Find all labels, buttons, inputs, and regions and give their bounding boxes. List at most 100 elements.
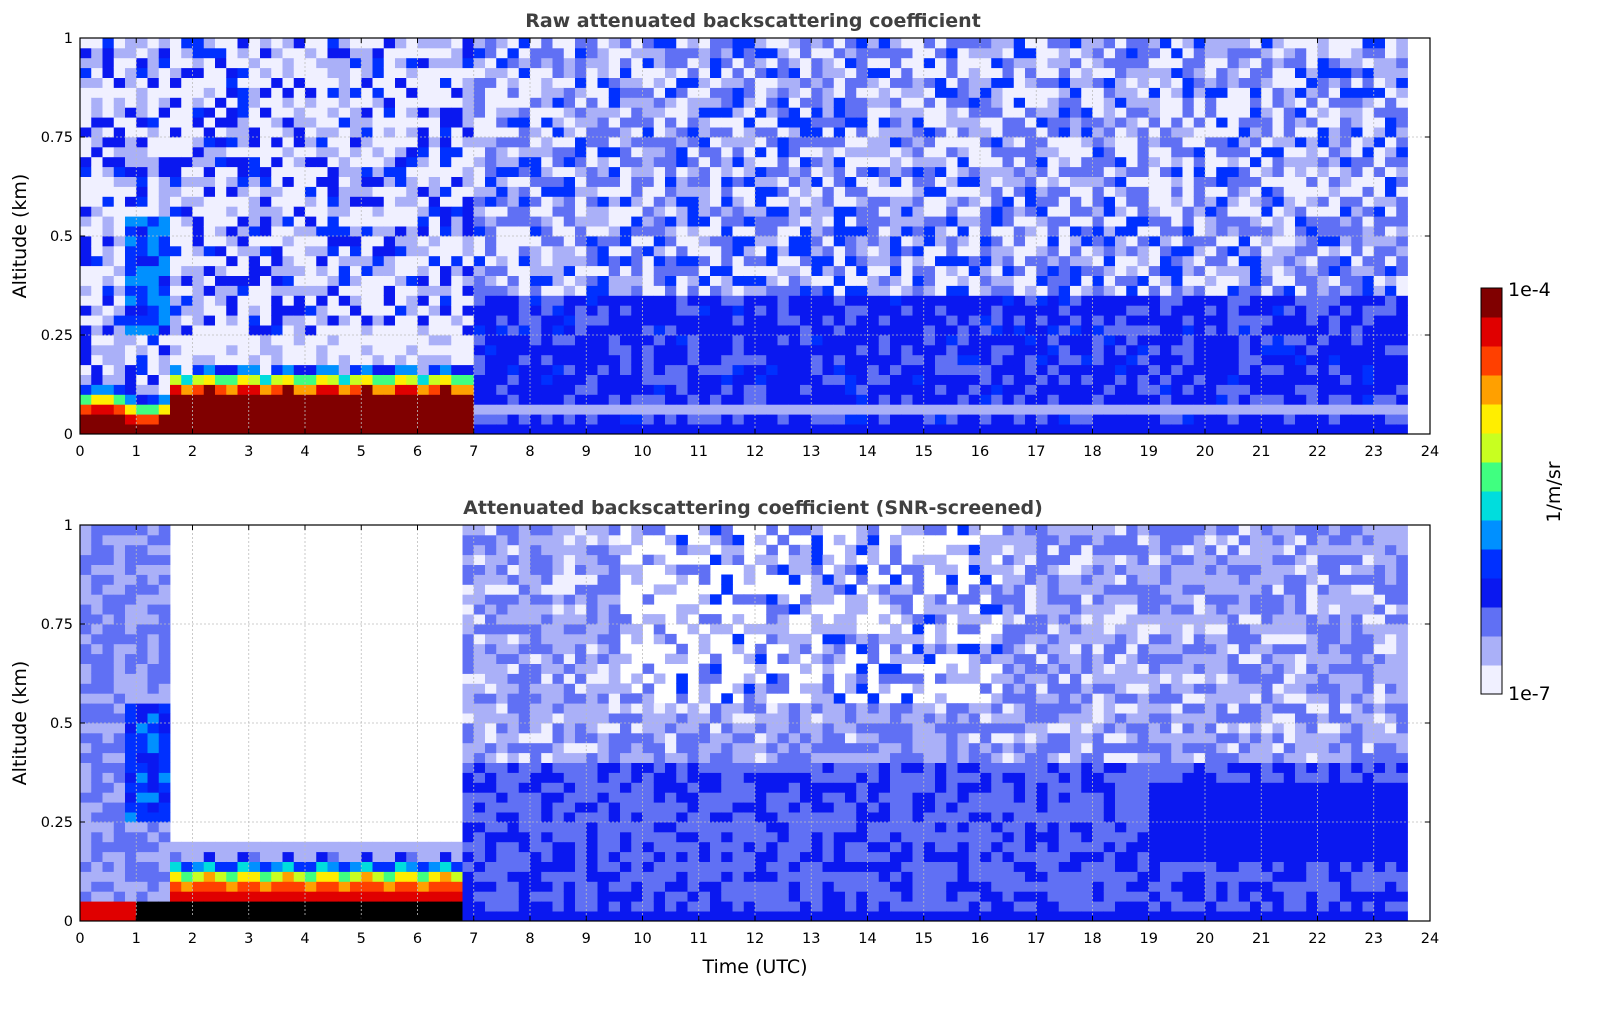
heatmap-cell [620,67,632,78]
heatmap-cell [507,394,520,405]
heatmap-cell [901,117,913,128]
heatmap-cell [552,176,565,187]
heatmap-cell [1283,47,1296,59]
heatmap-cell [946,404,958,415]
heatmap-cell [743,305,756,316]
heatmap-cell [597,335,610,346]
heatmap-cell [1283,38,1296,49]
heatmap-cell [1126,344,1138,356]
heatmap-cell [1283,77,1296,88]
heatmap-cell [878,374,891,385]
heatmap-cell [732,245,745,257]
heatmap-cell [1373,374,1386,385]
heatmap-cell [833,255,846,267]
heatmap-cell [293,265,306,276]
heatmap-cell [1205,404,1217,415]
heatmap-cell [417,206,430,217]
heatmap-cell [1396,315,1408,326]
heatmap-cell [1238,236,1251,247]
heatmap-cell [687,166,700,177]
heatmap-cell [1362,424,1375,435]
heatmap-cell [901,186,913,197]
heatmap-cell [113,285,126,296]
heatmap-cell [586,275,598,286]
heatmap-cell [102,236,115,247]
heatmap-cell [372,305,385,316]
heatmap-cell [1047,325,1060,336]
heatmap-cell [192,325,205,336]
heatmap-cell [935,38,947,49]
heatmap-cell [237,216,250,227]
heatmap-cell [327,394,340,405]
heatmap-cell [282,295,295,306]
heatmap-cell [1137,414,1150,425]
heatmap-cell [766,414,778,425]
heatmap-cell [732,285,745,296]
heatmap-cell [237,424,250,435]
heatmap-cell [957,394,970,405]
heatmap-cell [563,255,576,267]
heatmap-cell [1351,38,1363,49]
heatmap-cell [698,57,711,69]
heatmap-cell [170,47,182,59]
heatmap-cell [1272,146,1285,158]
heatmap-cell [248,394,261,405]
heatmap-cell [575,424,587,435]
heatmap-cell [710,216,722,227]
heatmap-cell [113,732,126,744]
heatmap-cell [102,255,115,267]
heatmap-cell [912,47,925,59]
heatmap-cell [102,683,115,694]
heatmap-cell [417,107,430,118]
heatmap-cell [563,67,576,78]
heatmap-cell [597,176,610,187]
heatmap-cell [867,414,880,425]
heatmap-cell [1137,236,1150,247]
heatmap-cell [170,117,182,128]
heatmap-cell [653,265,666,276]
heatmap-cell [1058,176,1071,187]
heatmap-cell [496,166,508,177]
heatmap-cell [665,364,677,375]
heatmap-cell [113,77,126,88]
heatmap-cell [755,364,767,375]
heatmap-cell [350,166,362,177]
heatmap-cell [710,87,722,98]
heatmap-cell [305,146,317,158]
heatmap-cell [901,404,913,415]
heatmap-cell [361,196,373,207]
heatmap-cell [428,236,441,247]
heatmap-cell [451,285,463,296]
heatmap-cell [1396,394,1408,405]
heatmap-cell [282,344,295,356]
heatmap-cell [428,325,441,336]
heatmap-cell [1317,335,1330,346]
heatmap-cell [687,295,700,306]
heatmap-cell [698,47,711,59]
heatmap-cell [451,206,463,217]
heatmap-cell [1272,424,1285,435]
heatmap-cell [271,196,283,207]
heatmap-cell [125,315,137,326]
heatmap-cell [80,38,92,49]
heatmap-cell [1047,245,1060,257]
x-tick-label: 15 [915,444,933,460]
heatmap-cell [1396,424,1408,435]
heatmap-cell [147,87,160,98]
heatmap-cell [912,315,925,326]
heatmap-cell [698,354,711,366]
heatmap-cell [1025,156,1037,168]
heatmap-cell [755,344,767,356]
heatmap-cell [282,38,295,49]
heatmap-cell [957,137,970,148]
heatmap-cell [1272,38,1285,49]
heatmap-cell [113,822,126,833]
heatmap-cell [822,87,835,98]
heatmap-cell [935,404,947,415]
heatmap-cell [597,216,610,227]
heatmap-cell [1025,374,1037,385]
heatmap-cell [665,87,677,98]
heatmap-cell [575,335,587,346]
heatmap-cell [192,156,205,168]
heatmap-cell [473,137,486,148]
